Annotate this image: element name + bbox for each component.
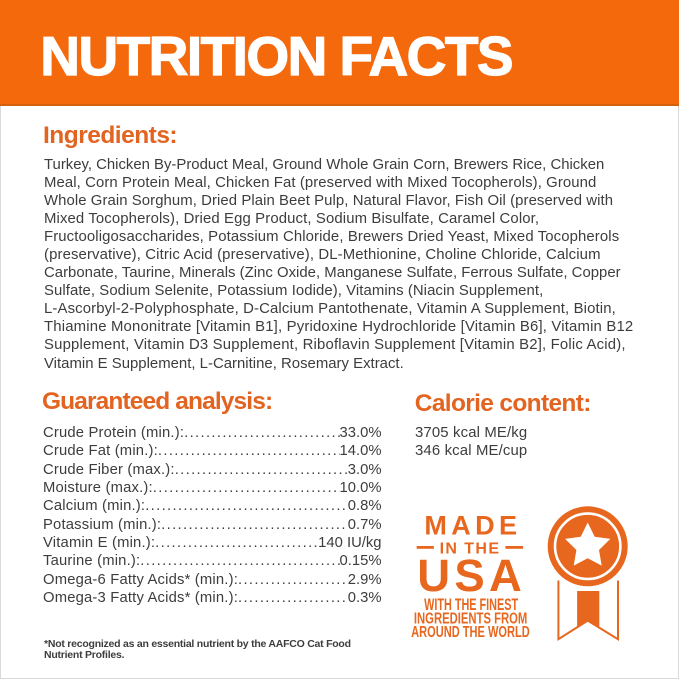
svg-text:USA: USA <box>417 550 526 601</box>
svg-text:WITH THE FINEST: WITH THE FINEST <box>424 595 518 614</box>
svg-text:AROUND THE WORLD: AROUND THE WORLD <box>411 624 530 641</box>
svg-text:MADE: MADE <box>424 511 521 541</box>
svg-text:INGREDIENTS FROM: INGREDIENTS FROM <box>414 611 527 628</box>
svg-text:IN THE: IN THE <box>440 541 501 558</box>
